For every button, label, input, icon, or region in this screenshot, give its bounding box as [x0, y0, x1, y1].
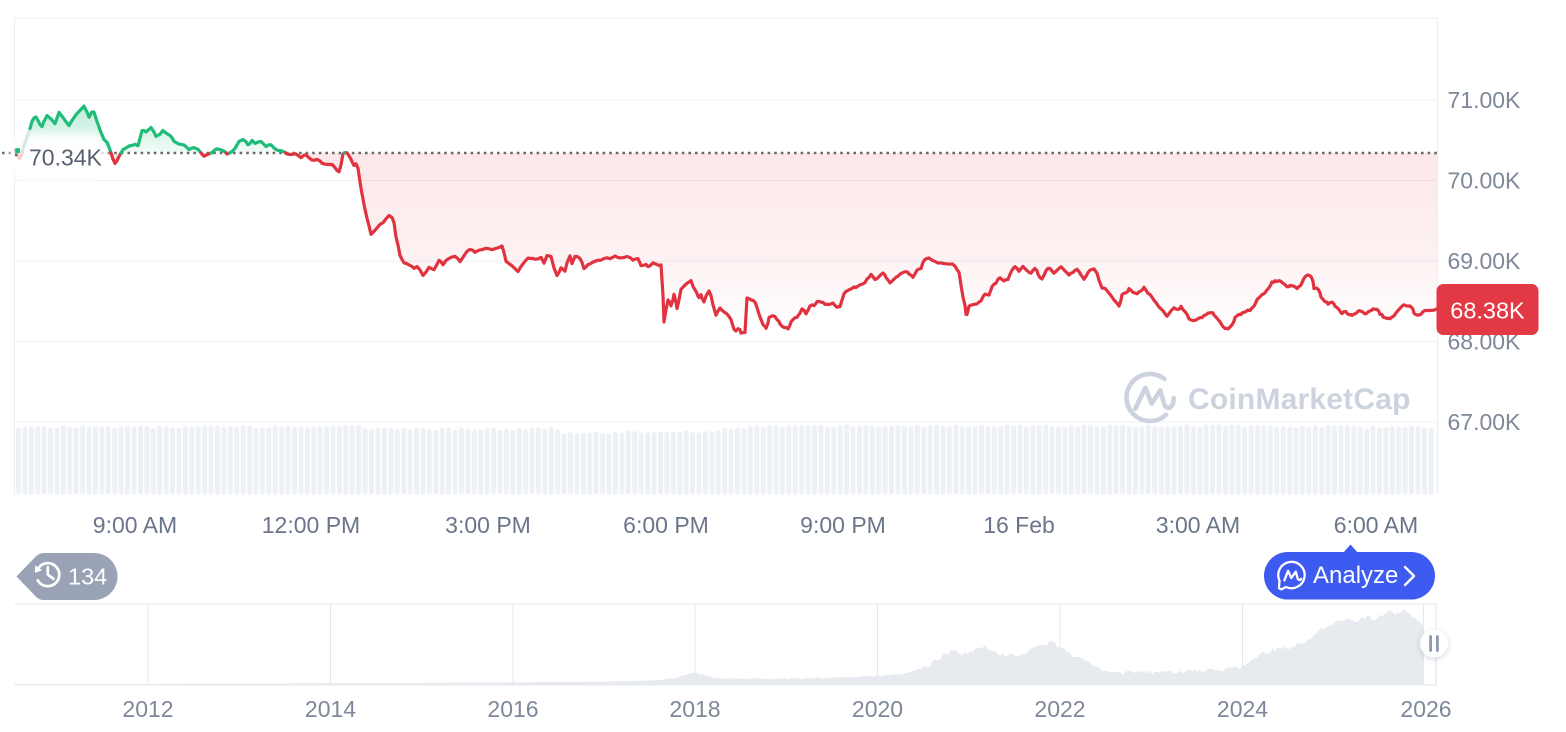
svg-text:134: 134 [68, 564, 107, 590]
svg-text:Analyze: Analyze [1313, 562, 1398, 589]
svg-text:69.00K: 69.00K [1448, 248, 1522, 274]
svg-text:2018: 2018 [669, 696, 720, 722]
svg-text:6:00 PM: 6:00 PM [623, 512, 709, 538]
svg-text:3:00 PM: 3:00 PM [445, 512, 531, 538]
svg-text:2020: 2020 [852, 696, 903, 722]
svg-text:2026: 2026 [1400, 696, 1451, 722]
svg-text:2024: 2024 [1217, 696, 1268, 722]
svg-text:CoinMarketCap: CoinMarketCap [1188, 383, 1411, 416]
svg-text:9:00 PM: 9:00 PM [800, 512, 886, 538]
svg-text:2012: 2012 [122, 696, 173, 722]
svg-text:6:00 AM: 6:00 AM [1334, 512, 1418, 538]
svg-text:67.00K: 67.00K [1448, 409, 1522, 435]
svg-text:70.00K: 70.00K [1448, 168, 1522, 194]
svg-text:9:00 AM: 9:00 AM [93, 512, 177, 538]
svg-text:68.38K: 68.38K [1450, 298, 1525, 324]
svg-text:2014: 2014 [305, 696, 356, 722]
svg-text:16 Feb: 16 Feb [983, 512, 1055, 538]
svg-text:70.34K: 70.34K [29, 145, 103, 171]
svg-text:71.00K: 71.00K [1448, 87, 1522, 113]
svg-text:3:00 AM: 3:00 AM [1156, 512, 1240, 538]
svg-text:2016: 2016 [487, 696, 538, 722]
svg-text:2022: 2022 [1034, 696, 1085, 722]
svg-text:12:00 PM: 12:00 PM [262, 512, 360, 538]
